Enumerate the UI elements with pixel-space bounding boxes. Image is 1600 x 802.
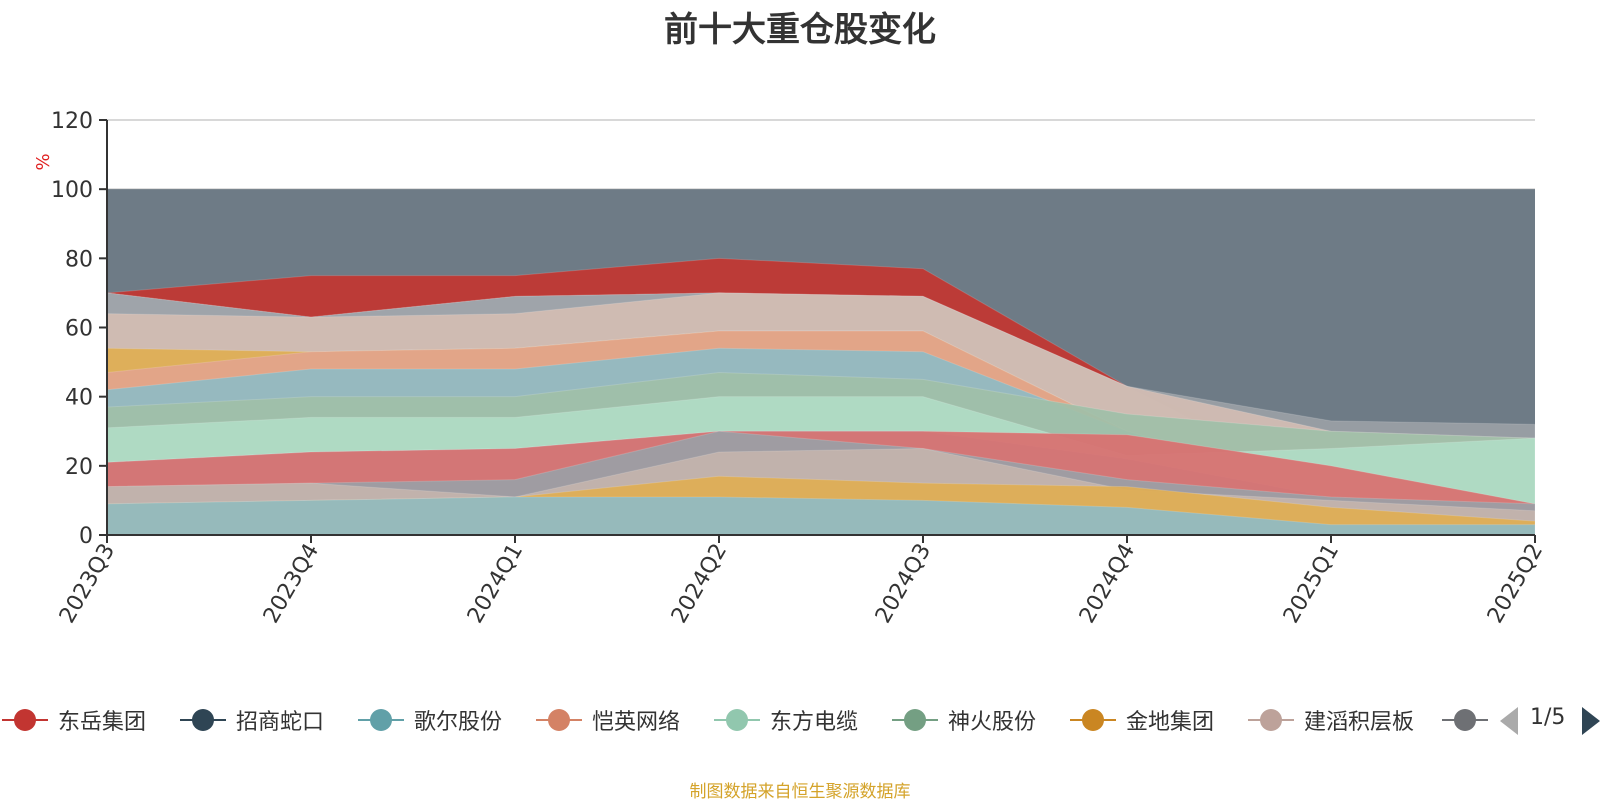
y-tick-label: 40 xyxy=(65,386,93,411)
legend-item[interactable]: 东方电缆 xyxy=(712,700,858,740)
data-source-note: 制图数据来自恒生聚源数据库 xyxy=(689,782,911,802)
legend-page-indicator: 1/5 xyxy=(1530,705,1566,730)
legend-label: 招商蛇口 xyxy=(236,710,325,735)
x-tick-label: 2024Q4 xyxy=(1075,540,1140,628)
legend-item[interactable]: 招商蛇口 xyxy=(178,700,324,740)
area-band-14 xyxy=(106,496,1536,536)
chart-plot: 0 20 40 60 80 100 120 2023Q3 2023Q4 2024Q1 2024Q2 2… xyxy=(33,109,1548,628)
y-tick-label: 20 xyxy=(65,455,93,480)
legend-marker-icon xyxy=(712,700,762,740)
legend-item[interactable]: 恺英网络 xyxy=(534,700,680,740)
legend-item[interactable]: 金地集团 xyxy=(1068,700,1214,740)
legend-label: 金地集团 xyxy=(1126,710,1215,735)
legend-label: 东岳集团 xyxy=(58,710,147,735)
x-tick-label: 2025Q1 xyxy=(1279,540,1344,628)
legend-label: 东方电缆 xyxy=(770,710,859,735)
y-tick-label: 60 xyxy=(65,317,93,342)
legend-marker-icon xyxy=(534,700,584,740)
legend-marker-icon xyxy=(0,700,50,740)
x-tick-label: 2024Q1 xyxy=(463,540,528,628)
legend-item[interactable]: 歌尔股份 xyxy=(356,700,502,740)
y-tick-label: 100 xyxy=(51,178,93,203)
legend-marker-icon xyxy=(356,700,406,740)
legend: 东岳集团 招商蛇口 歌尔股份 恺英网络 东方电缆 神火股份 金地集团 建滔积层板 xyxy=(0,700,1600,740)
legend-item[interactable] xyxy=(1440,700,1490,740)
legend-marker-icon xyxy=(890,700,940,740)
legend-item[interactable]: 东岳集团 xyxy=(0,700,146,740)
legend-next-page-icon[interactable] xyxy=(1582,707,1600,735)
legend-marker-icon xyxy=(1068,700,1118,740)
legend-label: 神火股份 xyxy=(948,710,1037,735)
x-tick-label: 2023Q4 xyxy=(259,540,324,628)
y-tick-label: 0 xyxy=(79,524,93,549)
legend-marker-icon xyxy=(178,700,228,740)
legend-label: 歌尔股份 xyxy=(414,710,503,735)
area-series xyxy=(106,189,1536,536)
y-axis-label: % xyxy=(33,153,54,170)
x-tick-label: 2025Q2 xyxy=(1483,540,1548,628)
legend-item[interactable]: 建滔积层板 xyxy=(1246,700,1414,740)
x-tick-label: 2024Q2 xyxy=(667,540,732,628)
x-tick-label: 2023Q3 xyxy=(55,540,120,628)
y-tick-label: 120 xyxy=(51,109,93,134)
y-tick-label: 80 xyxy=(65,247,93,272)
legend-label: 恺英网络 xyxy=(592,710,681,735)
legend-marker-icon xyxy=(1246,700,1296,740)
legend-prev-page-icon[interactable] xyxy=(1500,707,1518,735)
chart-title: 前十大重仓股变化 xyxy=(664,10,936,50)
legend-marker-icon xyxy=(1440,700,1490,740)
legend-label: 建滔积层板 xyxy=(1304,710,1415,735)
x-tick-label: 2024Q3 xyxy=(871,540,936,628)
legend-item[interactable]: 神火股份 xyxy=(890,700,1036,740)
